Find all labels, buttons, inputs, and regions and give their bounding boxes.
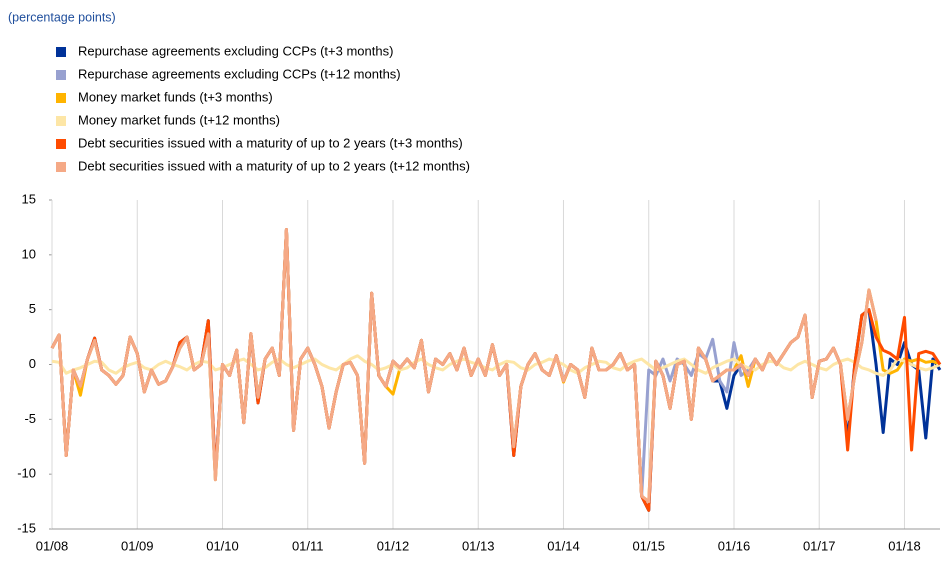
legend-label: Money market funds (t+12 months) (78, 112, 280, 127)
y-tick-label: -15 (17, 520, 36, 535)
chart-subtitle: (percentage points) (8, 10, 116, 24)
legend-swatch (56, 93, 66, 103)
series-line (51, 354, 941, 377)
x-tick-label: 01/12 (377, 538, 410, 553)
legend-swatch (56, 116, 66, 126)
series-line (50, 228, 878, 504)
x-tick-label: 01/18 (888, 538, 921, 553)
legend-label: Repurchase agreements excluding CCPs (t+… (78, 66, 401, 81)
y-tick-label: -5 (24, 411, 36, 426)
x-tick-label: 01/08 (36, 538, 69, 553)
legend-swatch (56, 162, 66, 172)
x-tick-label: 01/11 (292, 538, 324, 553)
legend-label: Debt securities issued with a maturity o… (78, 158, 470, 173)
x-tick-label: 01/16 (718, 538, 751, 553)
y-tick-label: 5 (29, 301, 36, 316)
x-tick-label: 01/17 (803, 538, 836, 553)
y-tick-label: -10 (17, 466, 36, 481)
legend-swatch (56, 139, 66, 149)
x-tick-label: 01/13 (462, 538, 495, 553)
legend-swatch (56, 70, 66, 80)
y-tick-label: 0 (29, 356, 36, 371)
legend-label: Debt securities issued with a maturity o… (78, 135, 463, 150)
legend-label: Repurchase agreements excluding CCPs (t+… (78, 43, 393, 58)
legend-label: Money market funds (t+3 months) (78, 89, 273, 104)
x-tick-label: 01/10 (206, 538, 239, 553)
y-tick-label: 15 (22, 191, 36, 206)
legend-swatch (56, 47, 66, 57)
x-tick-label: 01/15 (632, 538, 665, 553)
x-tick-label: 01/14 (547, 538, 580, 553)
y-tick-label: 10 (22, 246, 36, 261)
x-tick-label: 01/09 (121, 538, 154, 553)
